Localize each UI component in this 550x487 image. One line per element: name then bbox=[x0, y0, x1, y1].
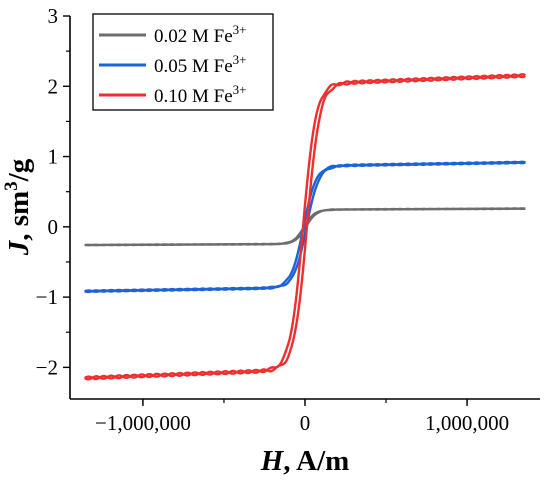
legend-label-1-sup: 3+ bbox=[233, 52, 247, 67]
legend-label-0-name: 0.02 M Fe bbox=[154, 26, 233, 47]
series-2-branch-0 bbox=[83, 73, 526, 381]
legend-label-0-sup: 3+ bbox=[233, 22, 247, 37]
y-tick-label: 2 bbox=[48, 74, 59, 98]
series-2-branch-1 bbox=[84, 73, 526, 381]
y-axis-var: J bbox=[3, 239, 35, 256]
legend: 0.02 M Fe3+ 0.05 M Fe3+ 0.10 M Fe3+ bbox=[92, 13, 274, 111]
y-tick-label: −1 bbox=[36, 285, 58, 309]
y-axis-title: J, sm3/g bbox=[1, 158, 35, 256]
x-axis-var: H bbox=[260, 445, 285, 477]
ticks-group: −2 −1 0 1 2 3 −1,000,000 0 1,000,000 bbox=[36, 4, 509, 435]
y-tick-label: 0 bbox=[48, 215, 59, 239]
x-tick-label: −1,000,000 bbox=[95, 411, 191, 435]
legend-label-2-sup: 3+ bbox=[233, 82, 247, 97]
x-axis-title: H, A/m bbox=[260, 445, 350, 477]
legend-label-1-name: 0.05 M Fe bbox=[154, 56, 233, 77]
y-tick-label: 1 bbox=[48, 145, 59, 169]
x-tick-label: 0 bbox=[300, 411, 311, 435]
y-axis-unit: , sm bbox=[3, 191, 35, 241]
y-axis-sup: 3 bbox=[1, 181, 22, 191]
y-tick-label: −2 bbox=[36, 355, 58, 379]
legend-label-2: 0.10 M Fe3+ bbox=[154, 82, 247, 107]
legend-label-2-name: 0.10 M Fe bbox=[154, 86, 233, 107]
legend-label-1: 0.05 M Fe3+ bbox=[154, 52, 247, 77]
legend-label-0: 0.02 M Fe3+ bbox=[154, 22, 247, 47]
y-tick-label: 3 bbox=[48, 4, 59, 28]
series-group bbox=[83, 73, 526, 381]
series-1-branch-1 bbox=[84, 160, 526, 294]
x-axis-unit: , A/m bbox=[283, 445, 349, 477]
y-axis-tail: /g bbox=[3, 158, 35, 182]
x-tick-label: 1,000,000 bbox=[425, 411, 509, 435]
